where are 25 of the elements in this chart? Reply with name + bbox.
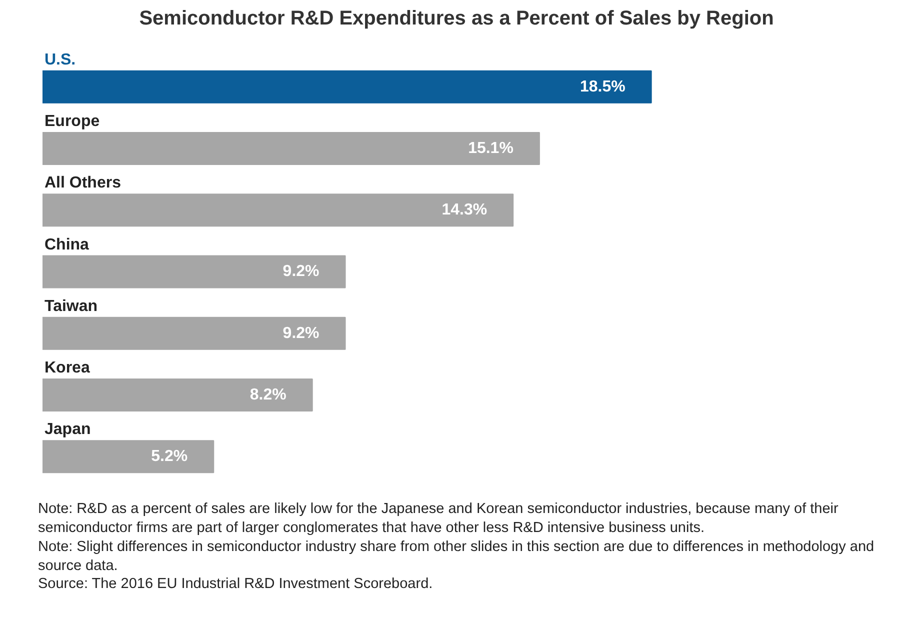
bar bbox=[42, 378, 313, 412]
data-label: 5.2% bbox=[151, 448, 188, 466]
y-tick-label: China bbox=[44, 236, 90, 254]
data-label: 8.2% bbox=[250, 386, 286, 404]
chart-title: Semiconductor R&D Expenditures as a Percent of Sales by Region bbox=[139, 8, 774, 30]
data-label: 18.5% bbox=[580, 78, 626, 96]
y-tick-label: Japan bbox=[44, 421, 91, 438]
y-tick-label: All Others bbox=[44, 174, 122, 192]
bar bbox=[42, 132, 540, 166]
bar bbox=[42, 70, 652, 104]
bar bbox=[42, 316, 346, 350]
bar bbox=[42, 194, 514, 227]
data-label: 14.3% bbox=[442, 202, 488, 219]
y-tick-label: Europe bbox=[44, 113, 100, 130]
text: Note: R&D as a percent of sales are likely low for the Japanese and Korean semiconductor industries, because many of their semiconductor firms are part of larger conglomerates that have other less R&D intensive business units. bbox=[38, 500, 840, 538]
data-label: 9.2% bbox=[282, 324, 320, 342]
text: Note: Slight differences in semiconductor industry share from other slides in this section are due to differences in methodology and source data. bbox=[38, 538, 876, 576]
bar bbox=[42, 255, 346, 288]
y-tick-label: U.S. bbox=[44, 51, 76, 68]
bar bbox=[42, 440, 214, 474]
data-label: 15.1% bbox=[468, 140, 514, 157]
y-tick-label: Korea bbox=[44, 360, 90, 376]
data-label: 9.2% bbox=[282, 263, 320, 280]
source-note: Source: The 2016 EU Industrial R&D Investment Scoreboard. bbox=[38, 575, 434, 594]
y-tick-label: Taiwan bbox=[44, 298, 98, 315]
